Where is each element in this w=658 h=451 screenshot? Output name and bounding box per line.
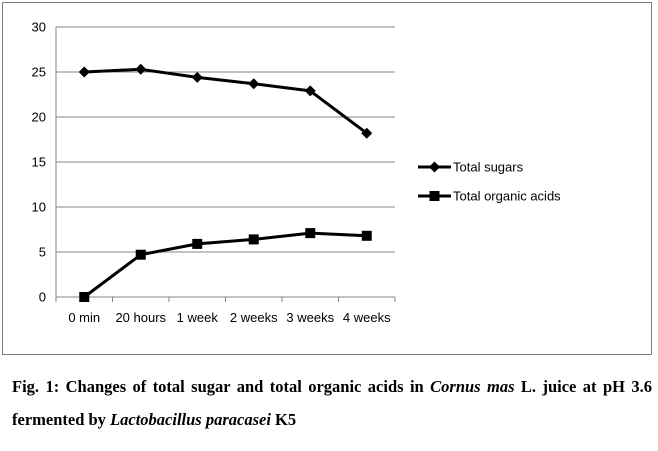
x-tick-label-1: 20 hours [115,310,166,325]
legend-marker-0 [429,161,440,173]
y-tick-label-25: 25 [32,65,46,80]
y-tick-label-30: 30 [32,20,46,35]
x-tick-label-5: 4 weeks [343,310,391,325]
series-line-1 [83,231,367,299]
legend-marker-1 [429,191,440,201]
legend-label-1: Total organic acids [453,189,561,204]
legend-label-0: Total sugars [453,160,524,175]
series-0-point-1 [135,63,147,75]
series-1-point-5 [361,230,372,241]
series-0-point-4 [304,85,316,97]
y-tick-label-20: 20 [32,110,46,125]
series-0-point-0 [78,66,90,78]
y-tick-label-15: 15 [32,155,46,170]
caption-mid: L. juice at pH 3.6 fermented by [12,377,652,429]
x-tick-label-4: 3 weeks [286,310,334,325]
series-1-point-3 [248,234,259,245]
series-line-0 [84,67,368,135]
y-tick-label-10: 10 [32,200,46,215]
line-chart: 0 5 10 15 20 25 30 0 min 20 hours 1 week 2 weeks 3 … [32,20,562,326]
figure-caption: Fig. 1: Changes of total sugar and total… [12,370,652,436]
series-0-point-5 [361,127,373,139]
y-tick-label-5: 5 [39,245,46,260]
series-1-point-0 [79,292,90,302]
caption-suffix: K5 [270,410,297,429]
x-tick-label-0: 0 min [68,310,100,325]
series-1-point-4 [305,228,316,239]
x-tick-label-2: 1 week [177,310,219,325]
x-tick-label-3: 2 weeks [230,310,278,325]
series-0-point-2 [191,71,203,83]
series-1-point-1 [135,249,146,260]
y-tick-label-0: 0 [39,290,46,305]
caption-prefix: Fig. 1: Changes of total sugar and total… [12,377,431,396]
caption-species-lactobacillus: Lactobacillus paracasei [110,410,271,429]
caption-species-cornus: Cornus mas [430,377,515,396]
series-1-point-2 [192,238,203,249]
chart-frame: 0 5 10 15 20 25 30 0 min 20 hours 1 week 2 weeks 3 … [2,2,652,355]
series-0-point-3 [248,78,260,90]
